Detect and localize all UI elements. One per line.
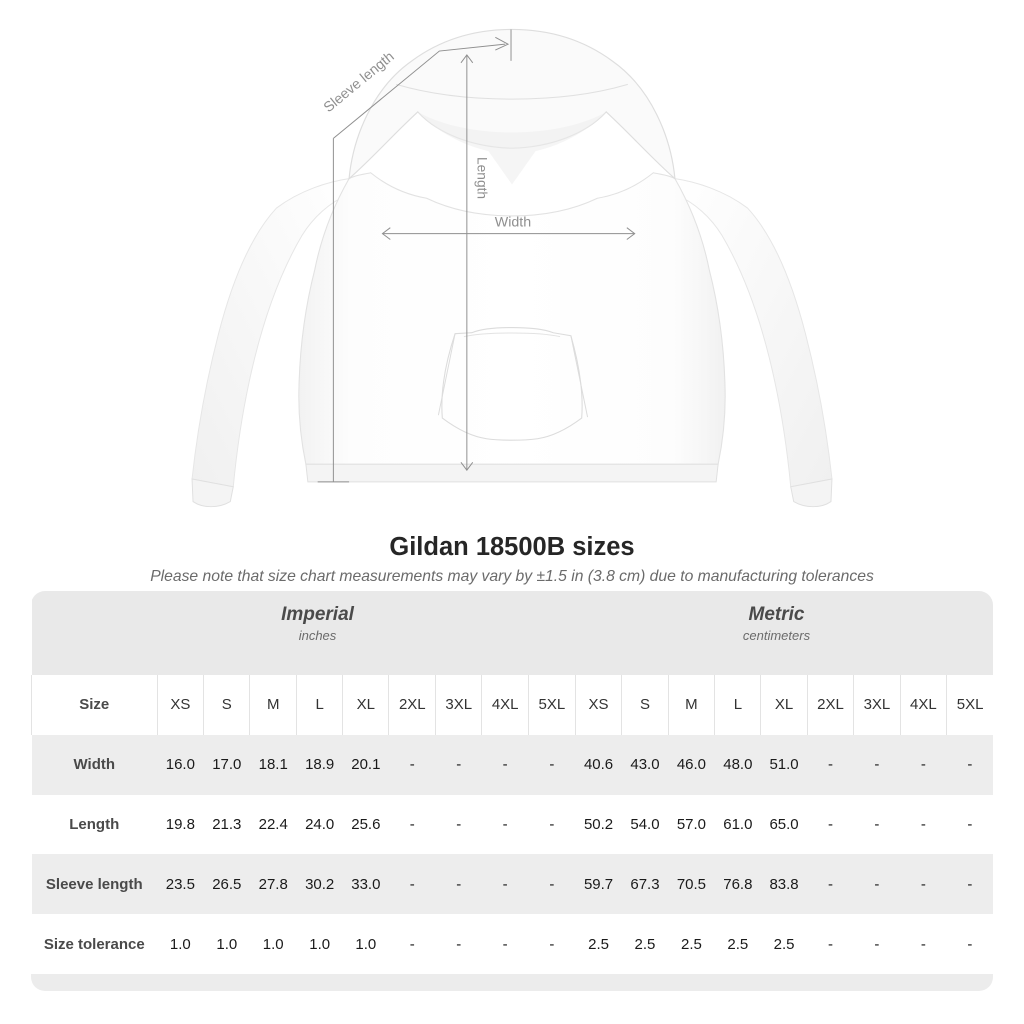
svg-text:Width: Width <box>495 215 531 231</box>
svg-text:Length: Length <box>475 157 490 199</box>
